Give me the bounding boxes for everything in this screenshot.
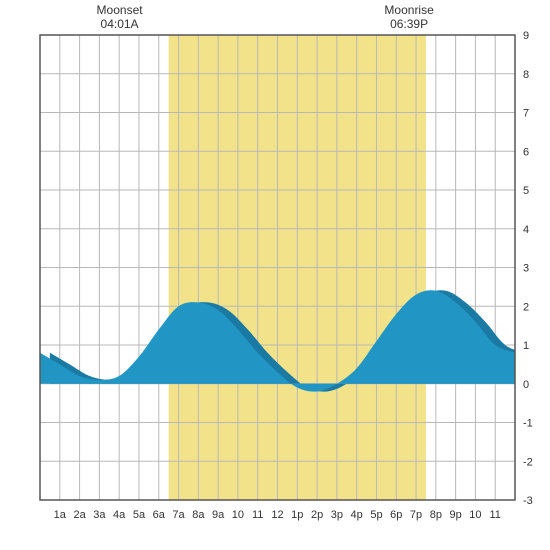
y-tick-label: 8 bbox=[523, 69, 529, 81]
x-tick-label: 9p bbox=[450, 509, 462, 521]
x-tick-label: 6p bbox=[390, 509, 402, 521]
moonrise-time: 06:39P bbox=[390, 17, 428, 31]
tide-chart: -3-2-101234567891a2a3a4a5a6a7a8a9a101112… bbox=[0, 0, 550, 550]
y-tick-label: -1 bbox=[523, 418, 533, 430]
y-tick-label: 1 bbox=[523, 340, 529, 352]
x-tick-label: 11 bbox=[489, 509, 500, 521]
x-tick-label: 8a bbox=[192, 509, 205, 521]
x-tick-label: 5p bbox=[370, 509, 382, 521]
x-tick-label: 3a bbox=[93, 509, 106, 521]
x-tick-label: 7a bbox=[172, 509, 185, 521]
x-tick-label: 2a bbox=[73, 509, 86, 521]
y-tick-label: 5 bbox=[523, 185, 529, 197]
x-tick-label: 11 bbox=[252, 509, 263, 521]
x-tick-label: 3p bbox=[331, 509, 343, 521]
x-tick-label: 12 bbox=[271, 509, 283, 521]
y-tick-label: 6 bbox=[523, 146, 529, 158]
y-tick-label: 3 bbox=[523, 263, 529, 275]
x-tick-label: 5a bbox=[133, 509, 146, 521]
x-tick-label: 1a bbox=[54, 509, 67, 521]
x-tick-label: 1p bbox=[291, 509, 303, 521]
x-tick-label: 4a bbox=[113, 509, 126, 521]
y-tick-label: 0 bbox=[523, 379, 529, 391]
x-tick-label: 10 bbox=[469, 509, 481, 521]
y-tick-label: 7 bbox=[523, 108, 529, 120]
x-tick-label: 4p bbox=[351, 509, 363, 521]
x-tick-label: 7p bbox=[410, 509, 422, 521]
y-tick-label: 4 bbox=[523, 224, 529, 236]
moonset-time: 04:01A bbox=[101, 17, 139, 31]
chart-svg: -3-2-101234567891a2a3a4a5a6a7a8a9a101112… bbox=[0, 0, 550, 550]
y-tick-label: -2 bbox=[523, 456, 533, 468]
x-tick-label: 9a bbox=[212, 509, 225, 521]
y-tick-label: -3 bbox=[523, 495, 533, 507]
x-tick-label: 2p bbox=[311, 509, 323, 521]
moonset-label: Moonset bbox=[97, 3, 144, 17]
y-tick-label: 2 bbox=[523, 301, 529, 313]
x-tick-label: 10 bbox=[232, 509, 244, 521]
x-tick-label: 8p bbox=[430, 509, 442, 521]
moonrise-label: Moonrise bbox=[384, 3, 434, 17]
x-tick-label: 6a bbox=[153, 509, 166, 521]
y-tick-label: 9 bbox=[523, 30, 529, 42]
